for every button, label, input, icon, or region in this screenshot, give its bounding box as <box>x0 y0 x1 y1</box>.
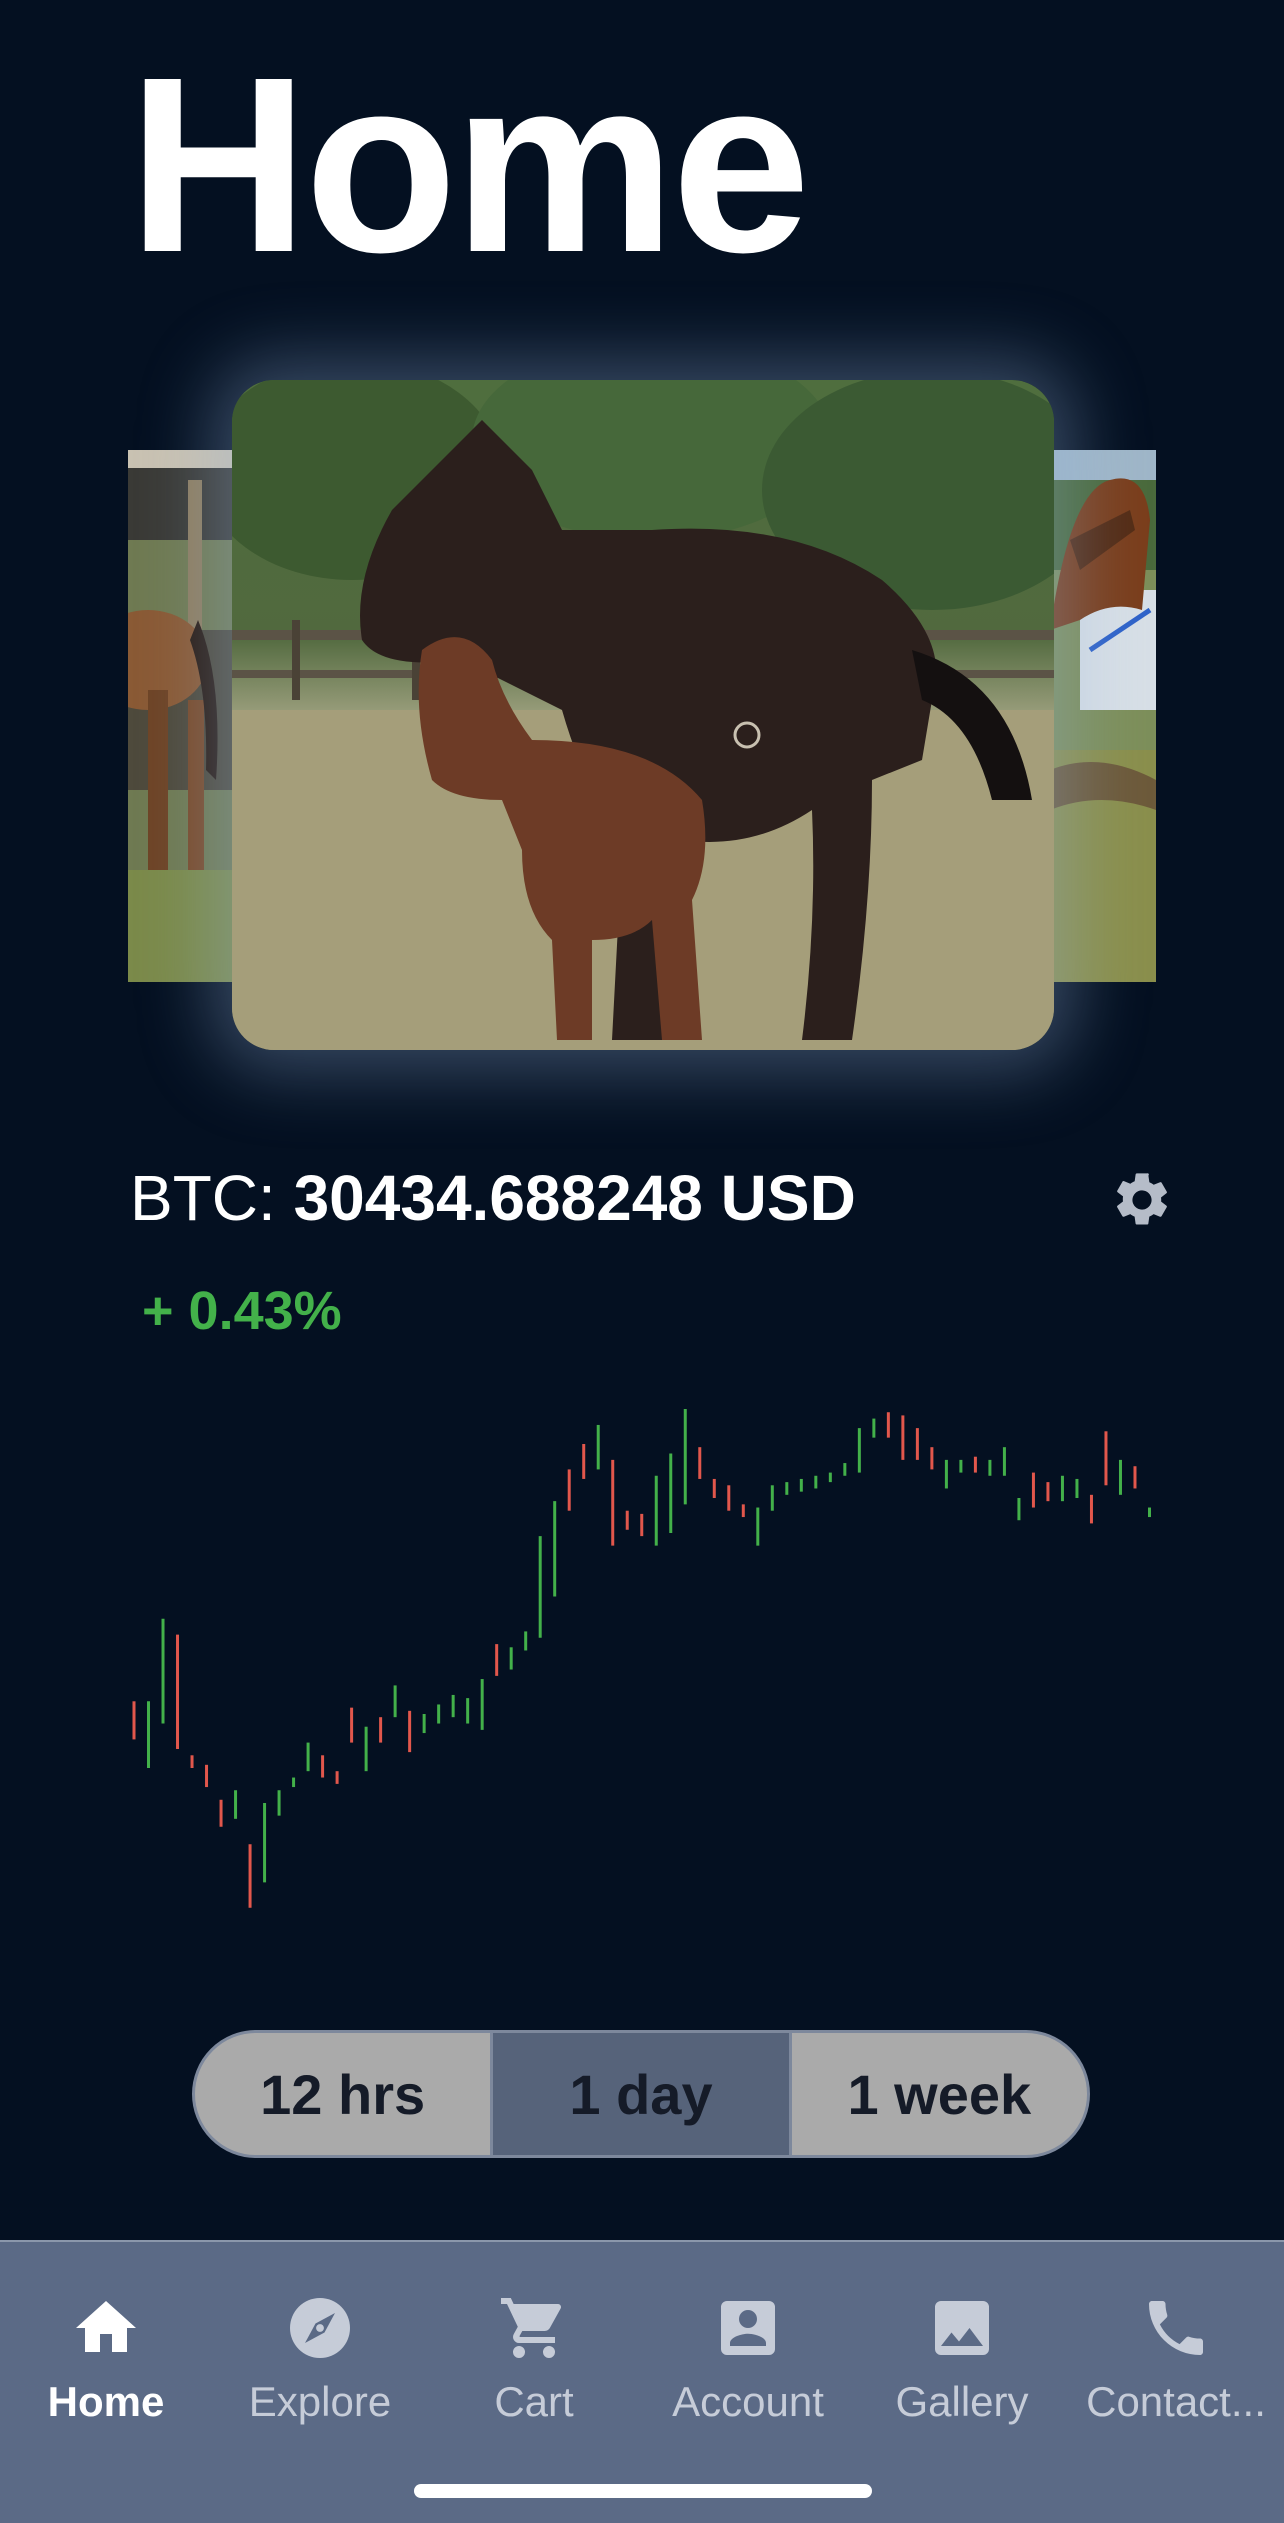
carousel-next-image[interactable] <box>1050 450 1156 982</box>
tab-explore[interactable]: Explore <box>220 2292 420 2426</box>
price-label: BTC: <box>130 1162 276 1234</box>
time-range-selector[interactable]: 12 hrs 1 day 1 week <box>192 2030 1090 2158</box>
account-icon <box>721 2301 775 2355</box>
tab-cart-label: Cart <box>494 2378 574 2425</box>
price-value: 30434.688248 USD <box>293 1162 856 1234</box>
tab-cart[interactable]: Cart <box>434 2292 634 2426</box>
range-12-hrs-button[interactable]: 12 hrs <box>195 2033 494 2155</box>
carousel-current-image[interactable] <box>232 380 1054 1050</box>
tab-home[interactable]: Home <box>6 2292 206 2426</box>
home-indicator <box>414 2484 872 2498</box>
phone-icon <box>1149 2301 1203 2355</box>
page-title: Home <box>128 25 811 304</box>
range-1-day-button[interactable]: 1 day <box>493 2033 792 2155</box>
carousel-prev-image[interactable] <box>128 450 238 982</box>
cart-icon <box>501 2298 562 2358</box>
tab-contact-label: Contact... <box>1086 2378 1266 2425</box>
btc-price: BTC: 30434.688248 USD <box>130 1158 856 1238</box>
tab-gallery[interactable]: Gallery <box>862 2292 1062 2426</box>
home-icon <box>76 2301 136 2352</box>
range-1-week-button[interactable]: 1 week <box>847 2062 1032 2126</box>
tab-gallery-label: Gallery <box>895 2378 1029 2425</box>
image-icon <box>935 2301 989 2355</box>
price-chart <box>132 1409 1151 1908</box>
tab-home-label: Home <box>47 2378 165 2425</box>
tab-contact[interactable]: Contact... <box>1076 2292 1276 2426</box>
tab-explore-label: Explore <box>248 2378 392 2425</box>
tab-account-label: Account <box>672 2378 824 2425</box>
gear-icon[interactable] <box>1110 1168 1174 1232</box>
tab-bar: Home Explore Cart Account Gallery Contac… <box>0 2240 1284 2523</box>
image-carousel[interactable] <box>0 380 1284 1050</box>
tab-account[interactable]: Account <box>648 2292 848 2426</box>
price-change: + 0.43% <box>142 1281 342 1341</box>
compass-icon <box>290 2298 350 2358</box>
